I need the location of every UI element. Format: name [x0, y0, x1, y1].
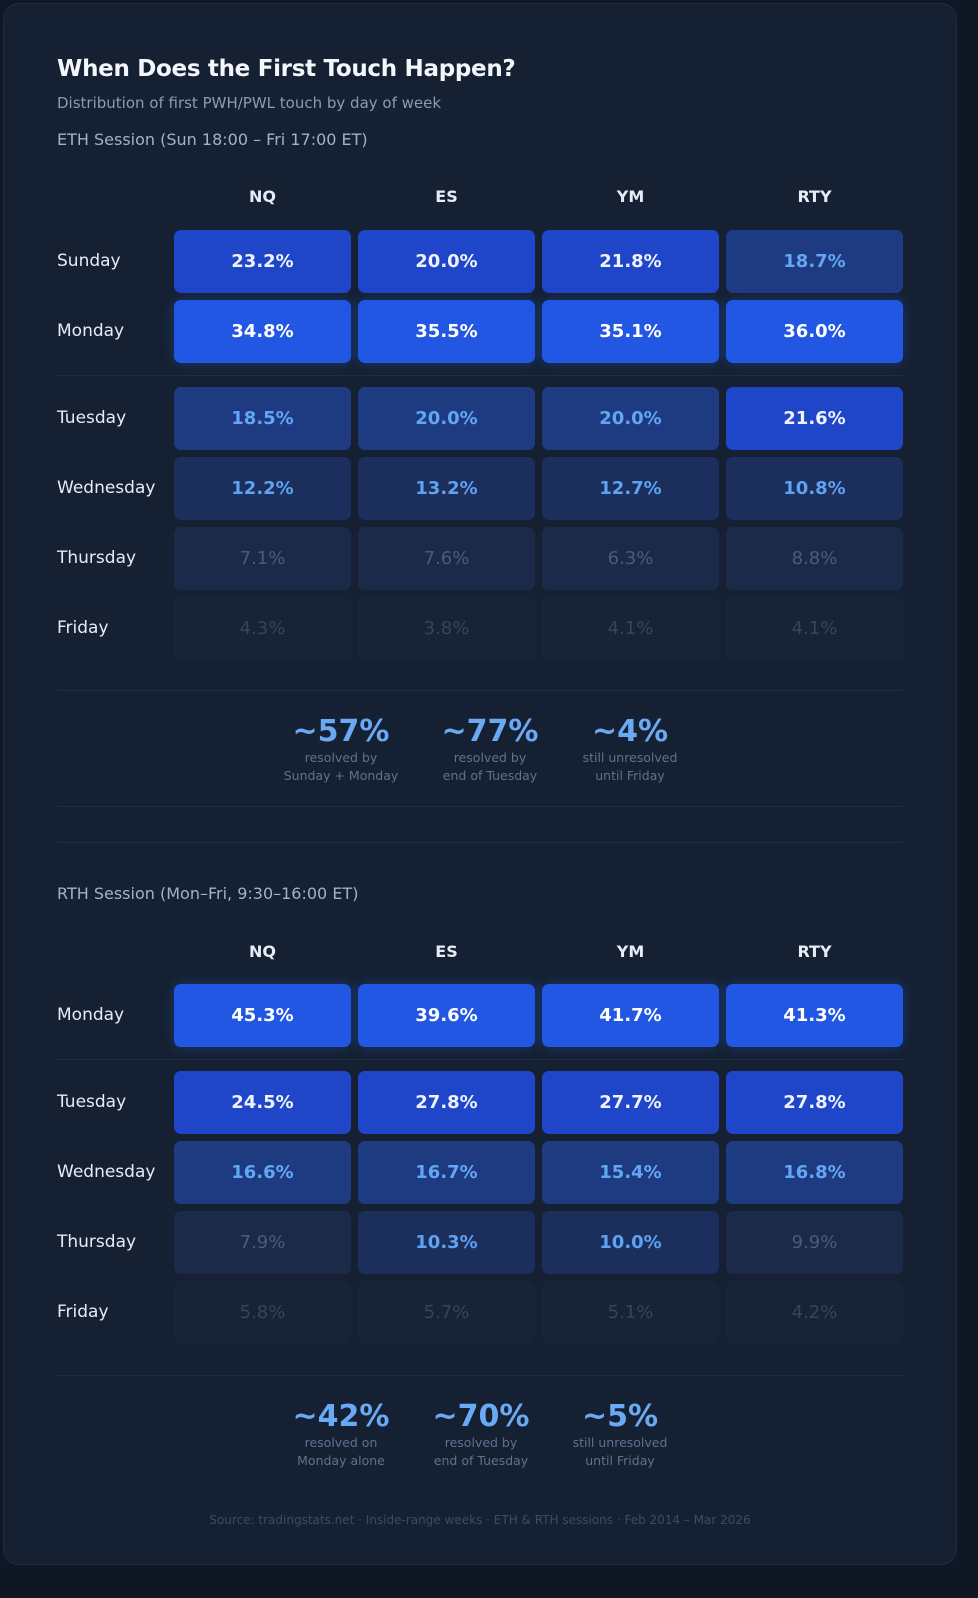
- summary-value: ~42%: [292, 1399, 390, 1434]
- column-header: NQ: [249, 187, 276, 206]
- summary-caption: end of Tuesday: [433, 1453, 529, 1468]
- summary-caption: Monday alone: [297, 1453, 385, 1468]
- heatmap-cell: 39.6%: [358, 984, 535, 1047]
- column-header: YM: [616, 187, 645, 206]
- heatmap-cell: 27.8%: [358, 1071, 535, 1134]
- heatmap-cell: 34.8%: [174, 300, 351, 363]
- heatmap-cell: 35.1%: [542, 300, 719, 363]
- column-header: RTY: [797, 187, 832, 206]
- summary-caption: resolved by: [453, 750, 527, 765]
- heatmap-cell: 16.6%: [174, 1141, 351, 1204]
- heatmap-cell: 10.8%: [726, 457, 903, 520]
- heatmap-cell: 7.9%: [174, 1211, 351, 1274]
- summary-caption: still unresolved: [582, 750, 678, 765]
- row-label: Wednesday: [57, 1162, 156, 1182]
- divider: [57, 806, 903, 807]
- heatmap-cell: 21.6%: [726, 387, 903, 450]
- row-label: Friday: [57, 618, 109, 638]
- divider: [57, 1059, 903, 1060]
- summary-value: ~4%: [591, 714, 669, 749]
- heatmap-cell: 16.7%: [358, 1141, 535, 1204]
- summary-stat: ~57% resolved by Sunday + Monday: [266, 715, 416, 785]
- summary-caption: resolved on: [304, 1435, 378, 1450]
- column-header: ES: [435, 187, 458, 206]
- heatmap-cell: 18.5%: [174, 387, 351, 450]
- divider: [57, 690, 903, 691]
- heatmap-cell: 20.0%: [358, 387, 535, 450]
- summary-caption: resolved by: [304, 750, 378, 765]
- heatmap-cell: 4.2%: [726, 1281, 903, 1344]
- page-subtitle: Distribution of first PWH/PWL touch by d…: [57, 94, 442, 112]
- heatmap-cell: 27.8%: [726, 1071, 903, 1134]
- summary-caption: still unresolved: [572, 1435, 668, 1450]
- heatmap-cell: 45.3%: [174, 984, 351, 1047]
- heatmap-cell: 5.7%: [358, 1281, 535, 1344]
- heatmap-cell: 23.2%: [174, 230, 351, 293]
- heatmap-cell: 8.8%: [726, 527, 903, 590]
- column-header: ES: [435, 942, 458, 961]
- divider: [57, 1375, 903, 1376]
- summary-caption: resolved by: [444, 1435, 518, 1450]
- heatmap-cell: 7.6%: [358, 527, 535, 590]
- source-note: Source: tradingstats.net · Inside-range …: [209, 1513, 751, 1527]
- heatmap-cell: 9.9%: [726, 1211, 903, 1274]
- summary-stat: ~70% resolved by end of Tuesday: [406, 1400, 556, 1470]
- row-label: Thursday: [57, 548, 137, 568]
- row-label: Thursday: [57, 1232, 137, 1252]
- heatmap-cell: 18.7%: [726, 230, 903, 293]
- row-label: Tuesday: [57, 408, 127, 428]
- session-title: RTH Session (Mon–Fri, 9:30–16:00 ET): [57, 884, 359, 903]
- heatmap-cell: 41.3%: [726, 984, 903, 1047]
- heatmap-cell: 41.7%: [542, 984, 719, 1047]
- row-label: Monday: [57, 321, 125, 341]
- heatmap-cell: 24.5%: [174, 1071, 351, 1134]
- heatmap-cell: 10.3%: [358, 1211, 535, 1274]
- column-header: NQ: [249, 942, 276, 961]
- heatmap-cell: 4.3%: [174, 597, 351, 660]
- summary-stat: ~42% resolved on Monday alone: [266, 1400, 416, 1470]
- summary-stat: ~5% still unresolved until Friday: [545, 1400, 695, 1470]
- summary-value: ~57%: [292, 714, 390, 749]
- row-label: Friday: [57, 1302, 109, 1322]
- column-header: YM: [616, 942, 645, 961]
- heatmap-cell: 35.5%: [358, 300, 535, 363]
- heatmap-cell: 27.7%: [542, 1071, 719, 1134]
- summary-caption: end of Tuesday: [442, 768, 538, 783]
- row-label: Sunday: [57, 251, 121, 271]
- summary-value: ~77%: [441, 714, 539, 749]
- heatmap-cell: 13.2%: [358, 457, 535, 520]
- heatmap-cell: 6.3%: [542, 527, 719, 590]
- summary-caption: until Friday: [595, 768, 665, 783]
- heatmap-cell: 3.8%: [358, 597, 535, 660]
- heatmap-cell: 16.8%: [726, 1141, 903, 1204]
- summary-caption: until Friday: [585, 1453, 655, 1468]
- divider: [57, 842, 903, 843]
- heatmap-cell: 20.0%: [358, 230, 535, 293]
- row-label: Tuesday: [57, 1092, 127, 1112]
- heatmap-cell: 7.1%: [174, 527, 351, 590]
- heatmap-cell: 10.0%: [542, 1211, 719, 1274]
- heatmap-cell: 12.2%: [174, 457, 351, 520]
- divider: [57, 375, 903, 376]
- heatmap-cell: 5.1%: [542, 1281, 719, 1344]
- session-title: ETH Session (Sun 18:00 – Fri 17:00 ET): [57, 130, 368, 149]
- heatmap-cell: 12.7%: [542, 457, 719, 520]
- heatmap-cell: 4.1%: [726, 597, 903, 660]
- heatmap-cell: 15.4%: [542, 1141, 719, 1204]
- heatmap-cell: 5.8%: [174, 1281, 351, 1344]
- heatmap-cell: 36.0%: [726, 300, 903, 363]
- summary-value: ~5%: [581, 1399, 659, 1434]
- summary-stat: ~77% resolved by end of Tuesday: [415, 715, 565, 785]
- page-title: When Does the First Touch Happen?: [57, 56, 516, 82]
- heatmap-cell: 20.0%: [542, 387, 719, 450]
- heatmap-cell: 4.1%: [542, 597, 719, 660]
- row-label: Monday: [57, 1005, 125, 1025]
- summary-caption: Sunday + Monday: [283, 768, 399, 783]
- summary-stat: ~4% still unresolved until Friday: [555, 715, 705, 785]
- heatmap-cell: 21.8%: [542, 230, 719, 293]
- row-label: Wednesday: [57, 478, 156, 498]
- column-header: RTY: [797, 942, 832, 961]
- summary-value: ~70%: [432, 1399, 530, 1434]
